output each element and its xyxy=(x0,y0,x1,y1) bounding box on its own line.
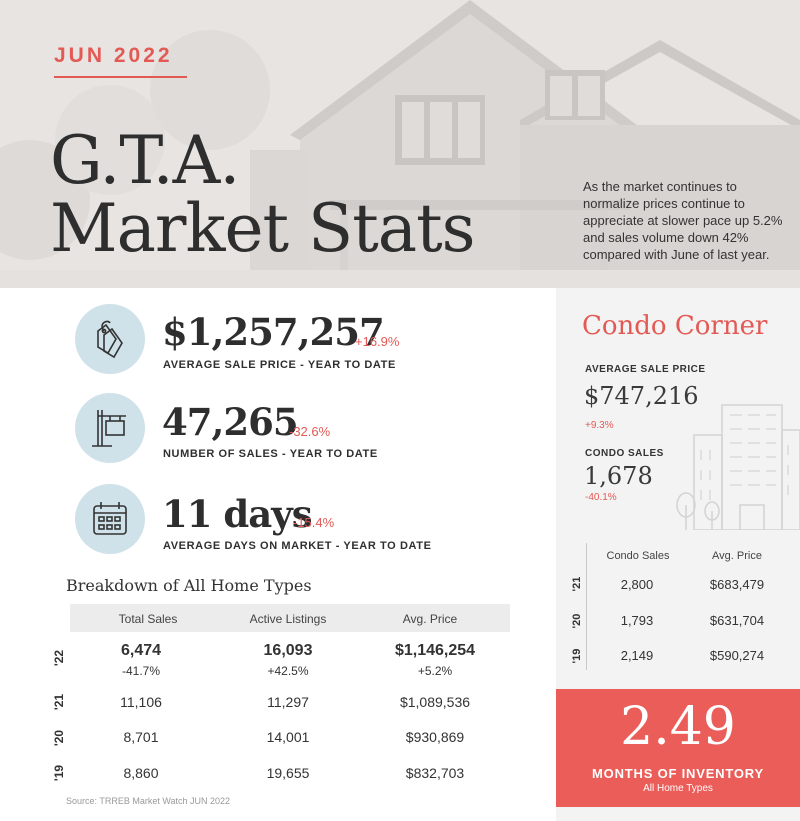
breakdown-title: Breakdown of All Home Types xyxy=(66,576,312,595)
stat-icon-circle xyxy=(75,484,145,554)
table-cell: 6,474 xyxy=(120,642,162,659)
stat-change: +16.9% xyxy=(355,334,400,349)
row-year: '21 xyxy=(52,693,66,711)
column-header: Avg. Price xyxy=(402,612,458,626)
condo-table-cell: $590,274 xyxy=(709,648,765,663)
condo-row-year: '19 xyxy=(571,648,583,664)
stat-icon-circle xyxy=(75,304,145,374)
table-cell: 16,093 xyxy=(263,642,313,659)
table-cell: 8,701 xyxy=(123,729,159,745)
stat-value: 11 days xyxy=(162,492,313,536)
intro-text: As the market continues to normalize pri… xyxy=(583,179,783,262)
condo-corner-title: Condo Corner xyxy=(582,311,768,341)
condo-buildings-icon xyxy=(676,404,800,530)
row-year: '20 xyxy=(52,729,66,747)
condo-sales-label: CONDO SALES xyxy=(585,448,664,459)
condo-table-cell: 2,800 xyxy=(620,577,654,592)
table-cell: 19,655 xyxy=(266,765,310,781)
condo-table-cell: $683,479 xyxy=(709,577,765,592)
table-cell: 14,001 xyxy=(266,729,310,745)
table-cell: 11,297 xyxy=(267,694,309,710)
stat-icon-circle xyxy=(75,393,145,463)
condo-row-year: '20 xyxy=(571,613,583,629)
condo-row-year: '21 xyxy=(571,576,583,592)
moi-label: MONTHS OF INVENTORY xyxy=(592,766,764,781)
table-cell: 8,860 xyxy=(123,765,159,781)
issue-underline xyxy=(54,76,187,78)
source-note: Source: TRREB Market Watch JUN 2022 xyxy=(66,796,231,806)
condo-table-cell: 1,793 xyxy=(620,613,654,628)
condo-table-cell: $631,704 xyxy=(709,613,765,628)
table-cell-change: +42.5% xyxy=(267,664,309,678)
page-title-line2: Market Stats xyxy=(50,190,476,267)
stat-change: -15.4% xyxy=(293,515,335,530)
row-year: '19 xyxy=(52,764,66,782)
condo-table-cell: 2,149 xyxy=(620,648,654,663)
column-header: Total Sales xyxy=(118,612,178,626)
moi-sublabel: All Home Types xyxy=(643,783,713,794)
condo-sales-change: -40.1% xyxy=(585,492,617,503)
table-cell-change: +5.2% xyxy=(417,664,453,678)
stat-value: $1,257,257 xyxy=(162,310,385,354)
table-cell: 11,106 xyxy=(120,694,162,710)
condo-price-label: AVERAGE SALE PRICE xyxy=(585,364,706,375)
condo-table-divider xyxy=(586,543,587,670)
table-cell-change: -41.7% xyxy=(121,664,161,678)
row-year: '22 xyxy=(52,649,66,667)
stat-change: -32.6% xyxy=(289,424,331,439)
condo-column-header: Condo Sales xyxy=(606,550,670,562)
table-header xyxy=(70,604,510,632)
hero-banner: JUN 2022 G.T.A. Market Stats As the mark… xyxy=(0,0,800,288)
page-title-line1: G.T.A. xyxy=(50,122,240,199)
column-header: Active Listings xyxy=(249,612,327,626)
calendar-icon xyxy=(93,502,127,535)
table-cell: $930,869 xyxy=(405,729,465,745)
stat-value: 47,265 xyxy=(162,400,299,444)
issue-date: JUN 2022 xyxy=(54,44,173,67)
for-sale-sign-icon xyxy=(92,410,126,447)
condo-column-header: Avg. Price xyxy=(712,550,762,562)
stat-label: AVERAGE DAYS ON MARKET - YEAR TO DATE xyxy=(163,540,432,552)
table-cell: $832,703 xyxy=(405,765,465,781)
condo-price-change: +9.3% xyxy=(585,420,614,431)
stat-label: NUMBER OF SALES - YEAR TO DATE xyxy=(163,448,378,460)
condo-sales-value: 1,678 xyxy=(584,462,653,490)
moi-value: 2.49 xyxy=(620,697,736,757)
house-background-image xyxy=(0,0,800,288)
table-cell: $1,146,254 xyxy=(394,642,476,659)
table-cell: $1,089,536 xyxy=(399,694,471,710)
months-of-inventory-box xyxy=(556,689,800,807)
condo-price-value: $747,216 xyxy=(584,382,699,410)
stat-label: AVERAGE SALE PRICE - YEAR TO DATE xyxy=(163,359,396,371)
price-tags-icon xyxy=(97,320,123,359)
